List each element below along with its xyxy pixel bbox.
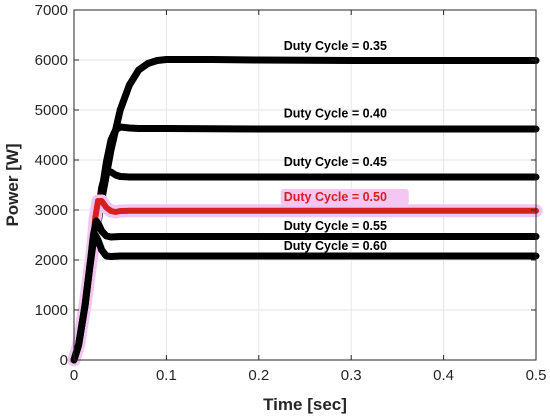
series-annotation: Duty Cycle = 0.45 [284, 155, 387, 169]
y-tick-label: 2000 [35, 252, 68, 269]
ticks: 0 0.1 0.2 0.3 0.4 0.5 0 1000 2000 3000 4000 5000 600… [35, 2, 547, 384]
series-line [70, 231, 540, 364]
x-tick-label: 0.4 [433, 367, 454, 384]
plot-background [74, 10, 536, 360]
y-tick-label: 5000 [35, 102, 68, 119]
x-tick-label: 0.1 [156, 367, 177, 384]
series-annotation: Duty Cycle = 0.60 [284, 239, 387, 253]
series-group [67, 56, 543, 367]
y-tick-label: 4000 [35, 152, 68, 169]
series-annotation: Duty Cycle = 0.55 [284, 219, 387, 233]
series-annotation: Duty Cycle = 0.50 [284, 190, 387, 204]
y-axis-title: Power [W] [3, 143, 22, 226]
x-tick-label: 0.5 [526, 367, 547, 384]
x-tick-label: 0.3 [341, 367, 362, 384]
y-tick-label: 1000 [35, 302, 68, 319]
series-annotation: Duty Cycle = 0.35 [284, 39, 387, 53]
y-tick-label: 0 [60, 352, 68, 369]
plot-frame [73, 9, 537, 361]
x-tick-label: 0 [70, 367, 78, 384]
x-axis-title: Time [sec] [263, 395, 347, 414]
y-tick-label: 7000 [35, 2, 68, 19]
x-tick-label: 0.2 [248, 367, 269, 384]
y-tick-label: 3000 [35, 202, 68, 219]
annotation-highlight [280, 189, 409, 205]
series-annotation: Duty Cycle = 0.40 [284, 107, 387, 121]
annotations: Duty Cycle = 0.35 Duty Cycle = 0.40 Duty C… [280, 39, 409, 253]
y-tick-label: 6000 [35, 52, 68, 69]
